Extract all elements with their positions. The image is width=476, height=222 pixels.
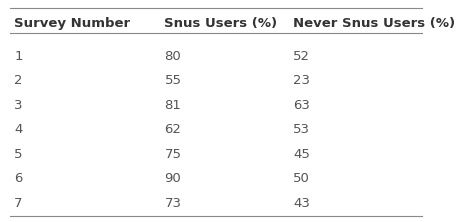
Text: 23: 23 [293, 74, 310, 87]
Text: 6: 6 [14, 172, 23, 185]
Text: 53: 53 [293, 123, 310, 136]
Text: 90: 90 [165, 172, 181, 185]
Text: 1: 1 [14, 50, 23, 63]
Text: 7: 7 [14, 197, 23, 210]
Text: Snus Users (%): Snus Users (%) [165, 17, 278, 30]
Text: 52: 52 [293, 50, 310, 63]
Text: 80: 80 [165, 50, 181, 63]
Text: 45: 45 [293, 148, 310, 161]
Text: 73: 73 [165, 197, 181, 210]
Text: 50: 50 [293, 172, 310, 185]
Text: 81: 81 [165, 99, 181, 112]
Text: 3: 3 [14, 99, 23, 112]
Text: Never Snus Users (%): Never Snus Users (%) [293, 17, 456, 30]
Text: 62: 62 [165, 123, 181, 136]
Text: 4: 4 [14, 123, 23, 136]
Text: Survey Number: Survey Number [14, 17, 130, 30]
Text: 55: 55 [165, 74, 181, 87]
Text: 5: 5 [14, 148, 23, 161]
Text: 43: 43 [293, 197, 310, 210]
Text: 2: 2 [14, 74, 23, 87]
Text: 63: 63 [293, 99, 310, 112]
Text: 75: 75 [165, 148, 181, 161]
